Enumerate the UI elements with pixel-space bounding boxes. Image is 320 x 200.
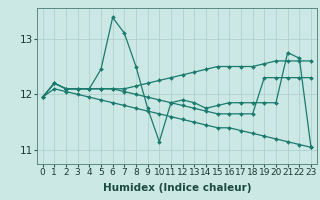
X-axis label: Humidex (Indice chaleur): Humidex (Indice chaleur)	[102, 183, 251, 193]
